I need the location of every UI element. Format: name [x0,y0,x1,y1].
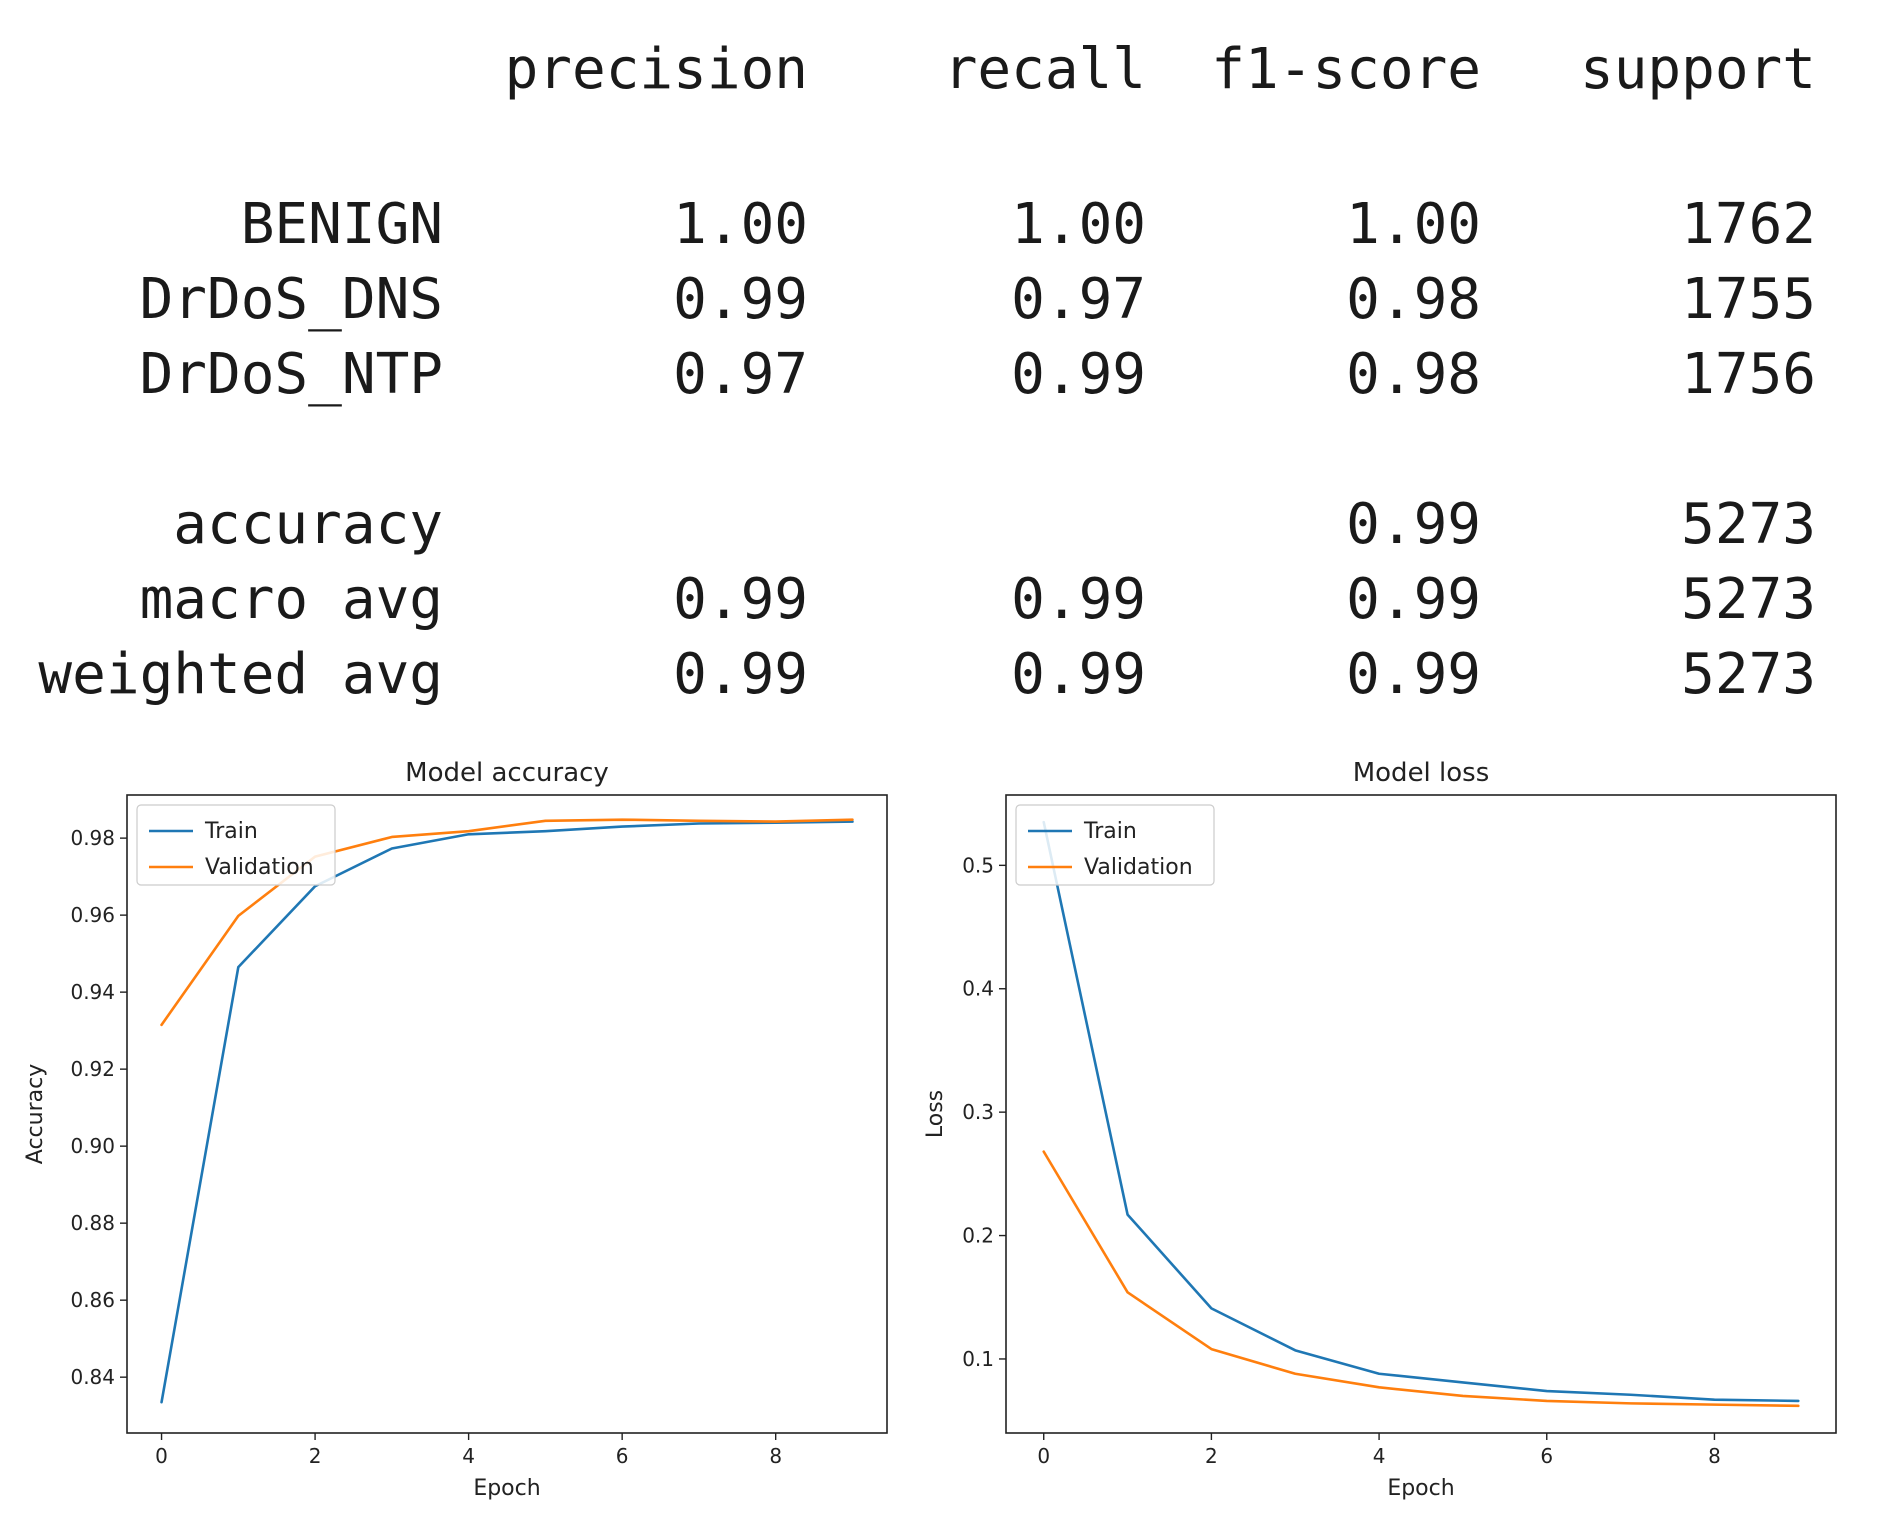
accuracy-chart: Model accuracy 0 2 4 6 8 0.84 0.86 0.88 0.90 0.92 0… [23,758,888,1501]
x-axis-title: Epoch [473,1476,540,1501]
classification-report: precision recall f1-score support BENIGN… [0,0,1886,720]
cell-f1-score: 0.99 [1346,492,1481,557]
y-tick-label: 0.3 [962,1100,994,1124]
y-tick-label: 0.94 [70,980,115,1004]
cell-support: 5273 [1681,492,1816,557]
cell-support: 1756 [1681,342,1816,407]
x-tick-label: 2 [309,1444,322,1468]
plot-frame [126,794,888,1434]
x-tick-label: 6 [616,1444,629,1468]
row-label: weighted avg [38,642,443,707]
cell-support: 1755 [1681,267,1816,332]
y-tick-label: 0.86 [70,1288,115,1312]
x-tick-label: 0 [1037,1444,1050,1468]
x-tick-label: 8 [769,1444,782,1468]
cell-f1-score: 0.99 [1346,567,1481,632]
y-tick-label: 0.98 [70,826,115,850]
row-label: DrDoS_DNS [139,267,443,332]
cell-recall: 0.99 [1011,342,1146,407]
loss-chart: Model loss 0 2 4 6 8 0.1 0.2 0.3 0.4 0.5 Epoch Loss T… [923,758,1837,1501]
cell-precision: 0.99 [673,267,808,332]
cell-recall: 0.99 [1011,642,1146,707]
y-tick-label: 0.96 [70,903,115,927]
legend: Train Validation [136,804,336,886]
cell-recall: 1.00 [1011,192,1146,257]
cell-f1-score: 0.98 [1346,342,1481,407]
x-tick-label: 8 [1708,1444,1721,1468]
y-tick-label: 0.90 [70,1134,115,1158]
cell-support: 5273 [1681,567,1816,632]
x-tick-label: 4 [462,1444,475,1468]
x-tick-label: 0 [155,1444,168,1468]
row-label: macro avg [139,567,443,632]
cell-support: 1762 [1681,192,1816,257]
row-label: BENIGN [240,192,443,257]
y-tick-label: 0.4 [962,977,994,1001]
legend-label-validation: Validation [205,855,314,880]
y-tick-label: 0.2 [962,1224,994,1248]
cell-precision: 0.99 [673,642,808,707]
legend-label-train: Train [204,819,258,844]
y-tick-label: 0.1 [962,1347,994,1371]
legend-box [136,804,336,886]
y-axis-title: Loss [923,1090,948,1138]
header-precision: precision [504,37,808,102]
header-f1-score: f1-score [1211,37,1481,102]
row-label: DrDoS_NTP [139,342,443,407]
cell-precision: 0.97 [673,342,808,407]
series-line-validation [160,818,854,1027]
cell-support: 5273 [1681,642,1816,707]
x-tick-label: 2 [1205,1444,1218,1468]
cell-recall: 0.99 [1011,567,1146,632]
y-tick-label: 0.88 [70,1211,115,1235]
legend-box [1015,804,1215,886]
cell-f1-score: 1.00 [1346,192,1481,257]
y-tick-label: 0.92 [70,1057,115,1081]
series-line-train [1042,820,1800,1403]
chart-title: Model loss [1353,758,1490,788]
y-axis-title: Accuracy [23,1064,48,1164]
header-recall: recall [943,37,1146,102]
y-tick-label: 0.5 [962,853,994,877]
series-line-validation [1042,1150,1800,1408]
plot-frame [1005,794,1837,1434]
x-tick-label: 4 [1373,1444,1386,1468]
header-support: support [1579,37,1816,102]
cell-f1-score: 0.98 [1346,267,1481,332]
series-line-train [160,820,854,1404]
cell-f1-score: 0.99 [1346,642,1481,707]
cell-precision: 1.00 [673,192,808,257]
x-tick-label: 6 [1540,1444,1553,1468]
cell-recall: 0.97 [1011,267,1146,332]
chart-title: Model accuracy [405,758,609,788]
row-label: accuracy [173,492,443,557]
y-tick-label: 0.84 [70,1365,115,1389]
x-axis-title: Epoch [1387,1476,1454,1501]
legend-label-train: Train [1083,819,1137,844]
legend-label-validation: Validation [1084,855,1193,880]
legend: Train Validation [1015,804,1215,886]
cell-precision: 0.99 [673,567,808,632]
